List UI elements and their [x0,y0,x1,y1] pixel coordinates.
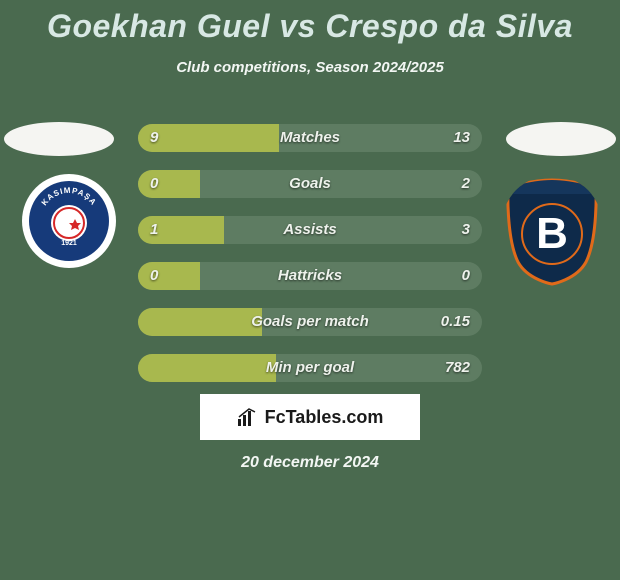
bar-value-right: 13 [453,124,470,152]
comparison-bars: Matches913Goals02Assists13Hattricks00Goa… [138,124,482,400]
bar-row: Hattricks0 0 [138,262,482,290]
club-badge-left: KASIMPAŞA 1921 [22,174,116,268]
kasimpasa-crest-icon: KASIMPAŞA 1921 [29,181,109,261]
club-badge-right: İSTANBUL BAŞAKŞEHİR B [502,176,602,286]
bar-label: Goals per match [138,308,482,336]
bar-value-right: 0.15 [441,308,470,336]
brand-box: FcTables.com [200,394,420,440]
brand-chart-icon [237,407,259,427]
bar-label: Assists [138,216,482,244]
bar-value-left: 0 [150,170,158,198]
bar-row: Min per goal782 [138,354,482,382]
bar-value-left: 9 [150,124,158,152]
bar-row: Assists1 3 [138,216,482,244]
bar-row: Goals0 2 [138,170,482,198]
bar-label: Hattricks [138,262,482,290]
svg-text:1921: 1921 [61,240,77,247]
bar-row: Goals per match0.15 [138,308,482,336]
svg-text:B: B [536,209,568,258]
comparison-infographic: Goekhan Guel vs Crespo da Silva Club com… [0,0,620,580]
bar-label: Goals [138,170,482,198]
bar-label: Matches [138,124,482,152]
basaksehir-crest-icon: İSTANBUL BAŞAKŞEHİR B [502,176,602,286]
bar-value-left: 1 [150,216,158,244]
ellipse-shadow-left [4,122,114,156]
bar-value-right: 2 [462,170,470,198]
brand-text: FcTables.com [265,407,384,428]
bar-value-left: 0 [150,262,158,290]
bar-label: Min per goal [138,354,482,382]
bar-value-right: 3 [462,216,470,244]
club-badge-left-inner: KASIMPAŞA 1921 [29,181,109,261]
subtitle: Club competitions, Season 2024/2025 [0,59,620,76]
ellipse-shadow-right [506,122,616,156]
bar-row: Matches9 13 [138,124,482,152]
date-text: 20 december 2024 [0,454,620,472]
bar-value-right: 0 [462,262,470,290]
bar-value-right: 782 [445,354,470,382]
page-title: Goekhan Guel vs Crespo da Silva [0,0,620,45]
